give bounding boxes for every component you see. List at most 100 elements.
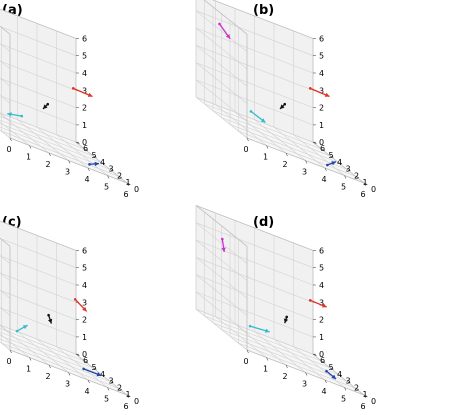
vector-arrow-tail (308, 87, 312, 90)
x-tick-label: 4 (84, 387, 89, 396)
x-tick-mark (246, 349, 249, 354)
z-tick-label: 3 (82, 298, 87, 307)
vector-arrow-head (7, 112, 12, 117)
y-tick-mark (329, 155, 334, 158)
z-tick-label: 3 (82, 86, 87, 95)
y-tick-label: 1 (126, 178, 131, 187)
gridline (195, 10, 314, 56)
y-tick-label: 5 (329, 151, 334, 160)
y-tick-label: 5 (92, 151, 97, 160)
y-tick-mark (321, 148, 326, 151)
x-tick-label: 5 (104, 395, 109, 404)
y-tick-label: 6 (320, 144, 325, 153)
vector-arrow-tail (283, 102, 287, 106)
gridline (0, 60, 11, 70)
gridline (0, 43, 11, 52)
y-tick-label: 2 (354, 383, 359, 392)
z-tick-label: 0 (319, 138, 324, 147)
vector-arrow-tail (46, 102, 50, 106)
z-tick-label: 4 (319, 69, 324, 78)
gridline (0, 289, 11, 299)
gridline (195, 10, 248, 52)
y-tick-label: 3 (109, 377, 114, 386)
y-tick-mark (84, 360, 89, 363)
axis-edge (0, 8, 77, 39)
z-tick-label: 1 (319, 333, 324, 342)
x-tick-label: 6 (123, 402, 128, 411)
gridline (0, 26, 77, 56)
vector-arrow (15, 324, 28, 333)
vector-arrow (218, 22, 231, 40)
z-tick-label: 3 (319, 298, 324, 307)
vector-arrow-tail (285, 315, 288, 319)
vector-arrow-head (43, 104, 48, 109)
y-tick-label: 4 (337, 158, 342, 167)
y-tick-mark (346, 381, 351, 384)
vector-arrow (7, 112, 24, 118)
x-tick-label: 0 (243, 145, 248, 154)
vector-arrow (279, 102, 287, 110)
vector-arrow-head (324, 92, 330, 97)
axis-edge (212, 0, 314, 39)
axis-edge (0, 237, 11, 247)
y-tick-mark (101, 162, 106, 165)
y-tick-label: 4 (100, 370, 105, 379)
gridline (195, 222, 248, 264)
y-tick-mark (84, 148, 89, 151)
z-tick-label: 0 (82, 138, 87, 147)
y-tick-label: 1 (363, 178, 368, 187)
x-tick-label: 0 (243, 357, 248, 366)
x-tick-label: 3 (302, 380, 307, 389)
x-tick-label: 4 (321, 175, 326, 184)
vector-arrow (308, 87, 330, 98)
vector-arrow (325, 369, 337, 380)
gridline (0, 77, 11, 87)
z-tick-label: 1 (82, 333, 87, 342)
y-tick-mark (92, 155, 97, 158)
vector-arrow (71, 87, 93, 98)
x-tick-label: 4 (84, 175, 89, 184)
gridline (0, 307, 11, 316)
gridline (204, 103, 322, 150)
vector-arrow-head (87, 92, 93, 97)
y-tick-mark (126, 182, 131, 185)
x-tick-label: 5 (341, 395, 346, 404)
y-tick-mark (321, 360, 326, 363)
y-tick-label: 1 (363, 390, 368, 399)
gridline (0, 112, 77, 143)
vector-arrow-head (221, 247, 226, 252)
y-tick-mark (126, 394, 131, 397)
x-tick-label: 0 (6, 357, 11, 366)
x-tick-label: 2 (282, 160, 287, 169)
vector-arrow (47, 313, 53, 324)
y-tick-mark (109, 169, 114, 172)
x-tick-mark (305, 372, 308, 376)
x-tick-label: 2 (45, 372, 50, 381)
gridline (195, 96, 314, 143)
vector-arrow-head (322, 303, 327, 308)
vector-arrow (248, 324, 270, 333)
y-tick-label: 0 (134, 397, 139, 406)
vector-arrow-tail (249, 110, 253, 113)
x-tick-mark (9, 349, 12, 354)
y-tick-label: 2 (117, 383, 122, 392)
vector-arrow-head (280, 104, 285, 109)
y-tick-mark (92, 367, 97, 370)
x-tick-label: 3 (302, 168, 307, 177)
z-tick-label: 3 (319, 86, 324, 95)
vector-arrow-head (96, 372, 102, 377)
x-tick-mark (48, 152, 51, 157)
x-tick-mark (266, 357, 269, 361)
vector-arrow-tail (20, 114, 24, 118)
axis-edge (0, 25, 11, 35)
y-tick-mark (338, 374, 343, 377)
z-tick-label: 5 (319, 264, 324, 273)
gridline (0, 112, 11, 121)
z-tick-label: 1 (82, 121, 87, 130)
x-tick-mark (126, 394, 129, 399)
gridline (195, 222, 314, 268)
x-tick-mark (87, 379, 90, 384)
x-tick-mark (107, 387, 110, 391)
y-tick-label: 3 (109, 165, 114, 174)
